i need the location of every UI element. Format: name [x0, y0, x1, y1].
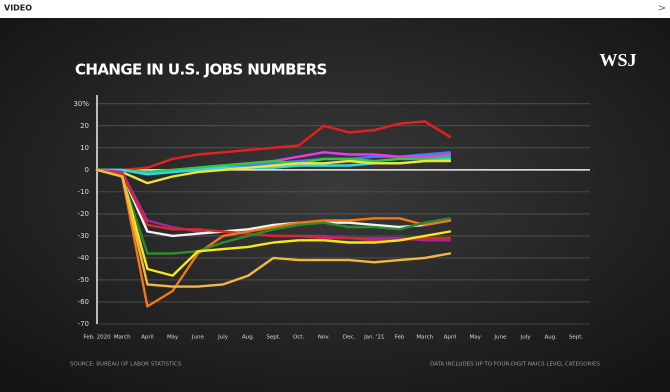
y-tick-label: -60: [78, 298, 89, 306]
x-tick-label: Nov.: [318, 335, 330, 341]
note: DATA INCLUDES UP TO FOUR-DIGIT NAICS LEV…: [430, 362, 600, 368]
y-tick-label: -20: [78, 210, 89, 218]
x-tick-label: Feb: [395, 335, 405, 341]
video-frame[interactable]: [0, 18, 670, 392]
y-tick-label: -70: [78, 320, 89, 328]
x-tick-label: Aug.: [545, 335, 558, 341]
x-tick-label: June: [493, 335, 507, 341]
chart-title: CHANGE IN U.S. JOBS NUMBERS: [75, 61, 327, 79]
y-tick-label: -40: [78, 254, 89, 262]
x-tick-label: Sept.: [569, 335, 584, 341]
source: SOURCE: BUREAU OF LABOR STATISTICS: [70, 362, 182, 368]
series-line: [95, 168, 452, 255]
section-label: VIDEO: [4, 4, 32, 13]
series-line: [95, 168, 452, 288]
x-tick-label: March: [114, 335, 131, 341]
x-tick-label: April: [141, 335, 154, 341]
y-tick-label: -10: [78, 188, 89, 196]
x-tick-label: May: [469, 335, 481, 341]
chevron[interactable]: >: [658, 3, 666, 14]
x-tick-label: Sept.: [266, 335, 281, 341]
x-tick-label: Aug.: [242, 335, 255, 341]
y-tick-label: 20: [80, 122, 89, 130]
x-tick-label: Jan. '21: [363, 335, 385, 341]
y-tick-label: 10: [80, 144, 89, 152]
y-tick-label: 30%: [73, 100, 89, 108]
y-tick-label: -30: [78, 232, 89, 240]
series-line: [95, 168, 452, 238]
logo: WSJ: [599, 50, 636, 70]
y-tick-label: -50: [78, 276, 89, 284]
x-tick-label: Dec.: [343, 335, 356, 341]
series-line: [95, 120, 452, 172]
x-tick-label: May: [167, 335, 179, 341]
x-tick-label: June: [191, 335, 205, 341]
series-line: [95, 155, 452, 174]
series-line: [95, 159, 452, 185]
y-tick-label: 0: [85, 166, 89, 174]
x-tick-label: March: [416, 335, 433, 341]
x-tick-label: July: [217, 335, 229, 341]
x-tick-label: Oct.: [293, 335, 305, 341]
x-tick-label: Feb. 2020: [83, 335, 111, 341]
x-tick-label: July: [520, 335, 532, 341]
x-tick-label: April: [444, 335, 457, 341]
series-line: [95, 168, 452, 308]
series-line: [95, 168, 452, 277]
